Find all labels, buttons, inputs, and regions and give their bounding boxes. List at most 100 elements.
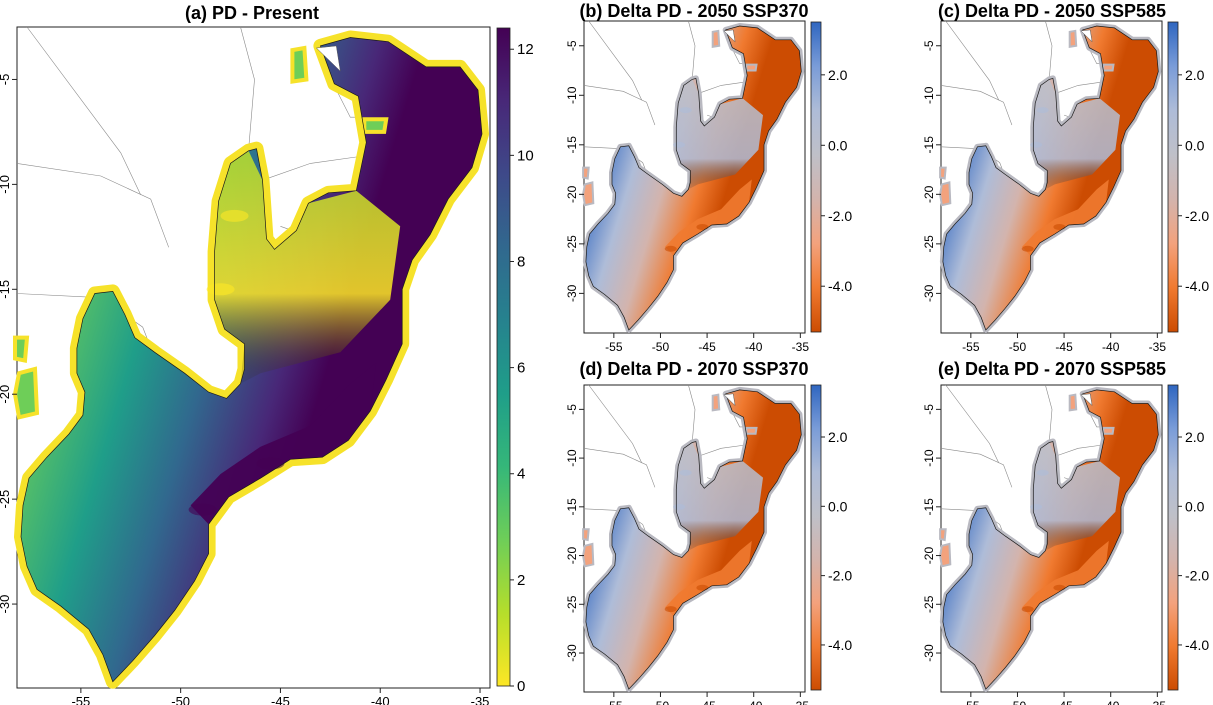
lake-feature	[723, 393, 736, 407]
panel-title: (b) Delta PD - 2050 SSP370	[579, 1, 808, 21]
lon-tick-label: -40	[371, 694, 390, 705]
raster-spot	[256, 457, 285, 470]
raster-patch	[1102, 426, 1115, 435]
lon-tick-label: -50	[652, 340, 670, 354]
lat-tick-label: -25	[565, 595, 579, 613]
colorbar-tick-label: 4	[517, 466, 525, 483]
boundary-line	[26, 26, 141, 196]
lat-tick-label: -10	[0, 175, 12, 194]
boundary-line	[688, 384, 696, 443]
raster-patch	[711, 29, 721, 48]
raster-spot	[220, 209, 249, 222]
lat-tick-label: -10	[565, 86, 579, 104]
colorbar-tick-label: 2.0	[828, 429, 848, 445]
lat-tick-label: -10	[922, 449, 936, 467]
colorbar-tick-label: 12	[517, 41, 534, 58]
lat-tick-label: -15	[565, 498, 579, 516]
boundary-line	[945, 20, 1000, 101]
lon-tick-label: -55	[605, 340, 623, 354]
colorbar-tick-label: -2.0	[828, 568, 852, 584]
raster-region-north	[1033, 442, 1120, 551]
raster-spot	[1036, 469, 1049, 476]
raster-spot	[673, 141, 686, 148]
colorbar-tick-label: -4.0	[828, 637, 852, 653]
lat-tick-label: -30	[0, 595, 12, 614]
colorbar-tick-label: 6	[517, 360, 525, 377]
lon-tick-label: -45	[698, 699, 716, 705]
lon-tick-label: -55	[71, 694, 90, 705]
raster-spot	[1030, 503, 1043, 510]
boundary-line	[240, 26, 255, 151]
panel-title: (a) PD - Present	[185, 3, 319, 23]
lat-tick-label: -20	[0, 385, 12, 404]
lat-tick-label: -30	[922, 644, 936, 662]
lon-tick-label: -55	[605, 699, 623, 705]
lat-tick-label: -15	[922, 498, 936, 516]
raster-patch	[939, 542, 952, 568]
colorbar	[1167, 384, 1179, 691]
raster-patch	[290, 45, 309, 84]
raster-coastal-band	[1022, 540, 1109, 616]
raster-coastal-band	[190, 362, 377, 525]
raster-patch	[582, 542, 595, 568]
panel-e: -5 -10 -15 -20 -25 -30 -55 -50 -45 -40 -35 (e) Delt…	[922, 359, 1209, 705]
raster-coastal-band	[665, 540, 752, 616]
raster-patch	[582, 166, 590, 180]
raster-spot	[664, 606, 677, 613]
raster-patch	[939, 181, 952, 207]
raster-patch	[582, 528, 590, 542]
colorbar-tick-label: 0.0	[828, 498, 848, 514]
lon-tick-label: -40	[1102, 340, 1120, 354]
lat-tick-label: -25	[922, 235, 936, 253]
lon-tick-label: -40	[745, 699, 763, 705]
boundary-line	[16, 163, 169, 248]
panel-b: -5 -10 -15 -20 -25 -30 -55 -50 -45 -40 -35 (b) Delt…	[565, 1, 852, 354]
colorbar	[1167, 21, 1179, 333]
colorbar-tick-label: -4.0	[1185, 637, 1209, 653]
colorbar-tick-label: 0	[517, 678, 525, 695]
boundary-line	[940, 85, 1013, 126]
lon-tick-label: -45	[271, 694, 290, 705]
colorbar-tick-label: 2.0	[1185, 429, 1205, 445]
raster-patch	[12, 366, 40, 420]
lon-tick-label: -45	[698, 340, 716, 354]
lat-tick-label: -25	[0, 490, 12, 509]
lat-tick-label: -5	[922, 404, 936, 415]
colorbar-tick-label: -2.0	[828, 208, 852, 224]
raster-spot	[1053, 584, 1066, 591]
lat-tick-label: -10	[565, 449, 579, 467]
lon-tick-label: -50	[1009, 699, 1027, 705]
boundary-line	[588, 384, 643, 464]
lon-tick-label: -45	[1055, 699, 1073, 705]
raster-patch	[939, 166, 947, 180]
raster-spot	[1021, 606, 1034, 613]
raster-patch	[711, 393, 721, 412]
lon-tick-label: -55	[962, 699, 980, 705]
colorbar-tick-label: -2.0	[1185, 568, 1209, 584]
lon-tick-label: -40	[745, 340, 763, 354]
region-outline	[585, 389, 802, 690]
colorbar-tick-label: 2.0	[828, 67, 848, 83]
region-outline	[942, 25, 1159, 331]
lake-feature	[1080, 29, 1093, 43]
boundary-line	[945, 384, 1000, 464]
lat-tick-label: -15	[922, 136, 936, 154]
raster-patch	[362, 117, 389, 134]
lat-tick-label: -5	[565, 404, 579, 415]
boundary-line	[688, 20, 696, 80]
raster-patch	[1102, 63, 1115, 72]
raster-region-north	[676, 442, 763, 551]
boundary-line	[1045, 384, 1053, 443]
colorbar	[496, 27, 511, 687]
raster-patch	[745, 426, 758, 435]
raster-spot	[664, 245, 677, 252]
region-outline	[585, 25, 802, 331]
boundary-line	[583, 448, 656, 488]
lat-tick-label: -20	[565, 185, 579, 203]
raster-region-north	[676, 79, 763, 190]
panel-title: (c) Delta PD - 2050 SSP585	[938, 1, 1166, 21]
raster-spot	[696, 224, 709, 231]
lat-tick-label: -30	[565, 284, 579, 302]
lake-feature	[1080, 393, 1093, 407]
lat-tick-label: -30	[565, 644, 579, 662]
